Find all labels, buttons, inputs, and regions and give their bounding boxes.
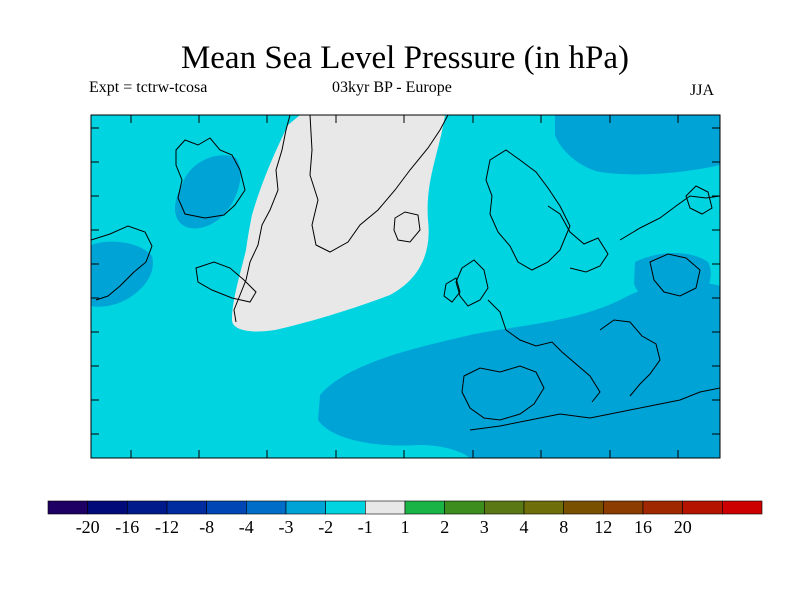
legend-swatch	[47, 500, 88, 515]
legend-label: -2	[318, 517, 334, 537]
legend-label: 20	[673, 517, 692, 537]
legend-label: -20	[75, 517, 100, 537]
anomaly-region-arctic	[555, 115, 720, 175]
coastline-baffin	[175, 137, 246, 219]
legend-swatch	[166, 500, 207, 515]
legend-swatch	[523, 500, 564, 515]
legend-swatch	[285, 500, 326, 515]
coastline-west-greenland-inland	[309, 115, 449, 253]
legend-label: -16	[115, 517, 140, 537]
legend-swatch	[127, 500, 168, 515]
coastline-newfoundland	[195, 261, 257, 303]
legend-swatch	[404, 500, 445, 515]
anomaly-region-ice-sheet	[232, 115, 445, 332]
period-region-label: 03kyr BP - Europe	[332, 79, 452, 96]
coastline-black-sea	[649, 253, 701, 297]
legend-label: -8	[199, 517, 215, 537]
legend-label: -1	[357, 517, 373, 537]
coastline-labrador	[91, 225, 153, 301]
coastline-novaya-zemlya	[685, 185, 713, 215]
experiment-label: Expt = tctrw-tcosa	[89, 79, 208, 96]
coastline-baltic	[547, 205, 609, 273]
legend-swatch	[603, 500, 644, 515]
coastline-balkans	[599, 319, 661, 397]
legend-label: -4	[238, 517, 254, 537]
legend-colorbar	[47, 500, 763, 515]
legend-label: 2	[440, 517, 450, 537]
legend-swatch	[246, 500, 287, 515]
coastline-ireland	[443, 277, 461, 303]
map-title: Mean Sea Level Pressure (in hPa)	[180, 40, 630, 76]
legend-label: 4	[519, 517, 529, 537]
legend-swatch	[87, 500, 128, 515]
coastline-greenland	[233, 115, 291, 323]
legend-label: 8	[559, 517, 569, 537]
anomaly-region-iceland	[175, 155, 241, 229]
map-frame	[90, 114, 721, 459]
anomaly-region-west-atlantic	[91, 241, 153, 307]
coastline-russia-north	[619, 195, 720, 241]
anomaly-region-black-sea	[634, 253, 711, 309]
coastline-scandinavia	[485, 149, 571, 271]
legend-label: -12	[155, 517, 179, 537]
frame-ticks	[91, 115, 720, 458]
coastline-iberia	[461, 365, 545, 421]
legend-label: 1	[400, 517, 410, 537]
season-label: JJA	[690, 82, 715, 99]
anomaly-region-mediterranean	[318, 281, 720, 458]
legend-swatch	[642, 500, 683, 515]
legend-label: 3	[479, 517, 489, 537]
pressure-anomaly-regions	[91, 115, 720, 458]
legend-label: 12	[594, 517, 613, 537]
coastlines	[91, 115, 720, 431]
legend-swatch	[484, 500, 525, 515]
legend-swatch	[206, 500, 247, 515]
coastline-svalbard	[393, 211, 421, 243]
legend-swatch	[365, 500, 406, 515]
coastline-france-italy	[487, 299, 601, 403]
legend-label: 16	[634, 517, 652, 537]
legend-swatch	[563, 500, 604, 515]
coastline-north-africa	[469, 387, 720, 431]
coastline-uk	[455, 259, 489, 307]
legend-swatch	[325, 500, 366, 515]
legend-swatch	[722, 500, 763, 515]
legend-swatch	[682, 500, 723, 515]
legend-label: -3	[278, 517, 294, 537]
legend-swatch	[444, 500, 485, 515]
